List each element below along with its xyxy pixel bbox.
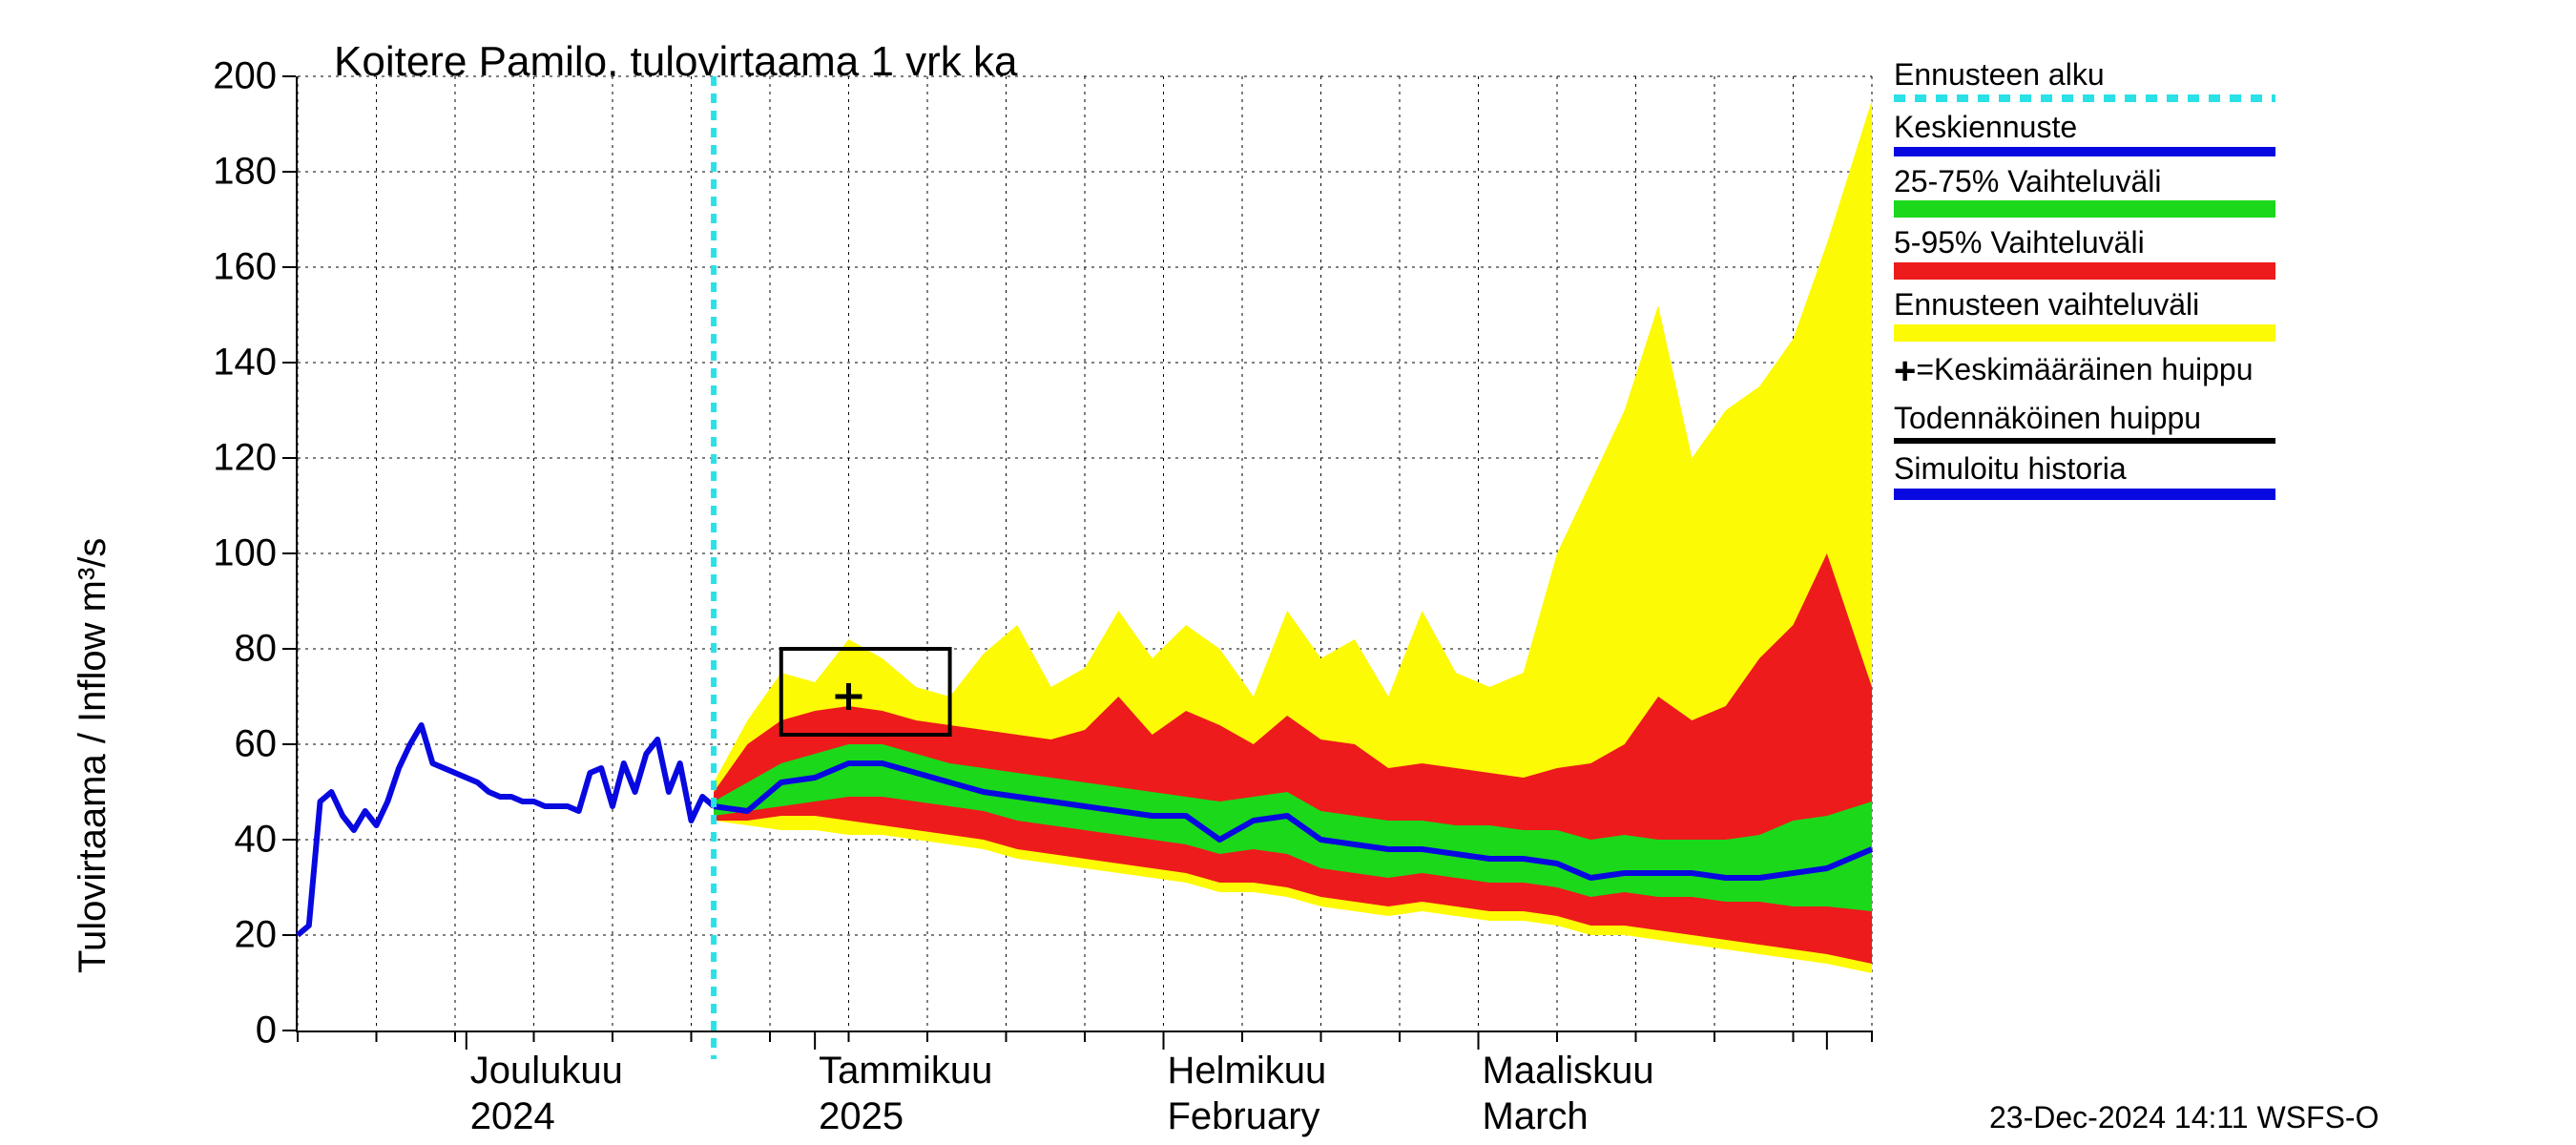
legend-entry: Ennusteen alku [1894, 57, 2275, 102]
legend-entry: Keskiennuste [1894, 110, 2275, 156]
y-tick-label: 40 [191, 819, 277, 862]
legend-swatch [1894, 94, 2275, 102]
y-tick-label: 180 [191, 151, 277, 194]
legend-label: Simuloitu historia [1894, 451, 2275, 487]
y-tick-mark [282, 1030, 296, 1031]
x-tick-label: Tammikuu 2025 [819, 1048, 992, 1139]
y-tick-label: 160 [191, 246, 277, 289]
y-tick-label: 100 [191, 532, 277, 575]
legend-label: Ennusteen vaihteluväli [1894, 287, 2275, 323]
legend-label: +=Keskimääräinen huippu [1894, 349, 2275, 393]
y-tick-mark [282, 743, 296, 745]
legend-entry: +=Keskimääräinen huippu [1894, 349, 2275, 393]
legend-swatch [1894, 147, 2275, 156]
y-tick-mark [282, 457, 296, 459]
legend-label: 5-95% Vaihteluväli [1894, 225, 2275, 260]
x-tick-label: Helmikuu February [1168, 1048, 1327, 1139]
y-tick-label: 120 [191, 437, 277, 480]
y-tick-label: 0 [191, 1010, 277, 1052]
y-tick-label: 140 [191, 342, 277, 385]
y-tick-mark [282, 266, 296, 268]
chart-svg [298, 76, 1872, 1030]
legend-entry: Simuloitu historia [1894, 451, 2275, 500]
x-tick-label: Joulukuu 2024 [470, 1048, 623, 1139]
y-tick-mark [282, 362, 296, 364]
chart-canvas: Koitere Pamilo, tulovirtaama 1 vrk ka Tu… [0, 0, 2576, 1145]
footer-timestamp: 23-Dec-2024 14:11 WSFS-O [1989, 1100, 2379, 1135]
legend-label: Todennäköinen huippu [1894, 401, 2275, 436]
legend-label: 25-75% Vaihteluväli [1894, 164, 2275, 199]
legend: Ennusteen alku Keskiennuste 25-75% Vaihtel… [1894, 57, 2275, 508]
y-tick-mark [282, 552, 296, 554]
y-tick-label: 60 [191, 723, 277, 766]
legend-swatch [1894, 262, 2275, 280]
legend-swatch [1894, 200, 2275, 218]
legend-label: Keskiennuste [1894, 110, 2275, 145]
y-tick-mark [282, 839, 296, 841]
plot-area [296, 76, 1872, 1032]
x-tick-label: Maaliskuu March [1483, 1048, 1654, 1139]
legend-entry: Ennusteen vaihteluväli [1894, 287, 2275, 342]
legend-swatch [1894, 489, 2275, 500]
legend-entry: 5-95% Vaihteluväli [1894, 225, 2275, 280]
y-tick-mark [282, 75, 296, 77]
y-tick-label: 80 [191, 628, 277, 671]
plus-icon: + [1894, 349, 1916, 393]
y-tick-mark [282, 171, 296, 173]
y-tick-label: 200 [191, 55, 277, 98]
legend-label: Ennusteen alku [1894, 57, 2275, 93]
legend-swatch [1894, 324, 2275, 342]
y-tick-mark [282, 934, 296, 936]
y-tick-mark [282, 648, 296, 650]
legend-entry: 25-75% Vaihteluväli [1894, 164, 2275, 219]
legend-swatch [1894, 438, 2275, 444]
y-axis-label: Tulovirtaama / Inflow m³/s [72, 538, 114, 973]
y-tick-label: 20 [191, 914, 277, 957]
legend-entry: Todennäköinen huippu [1894, 401, 2275, 444]
